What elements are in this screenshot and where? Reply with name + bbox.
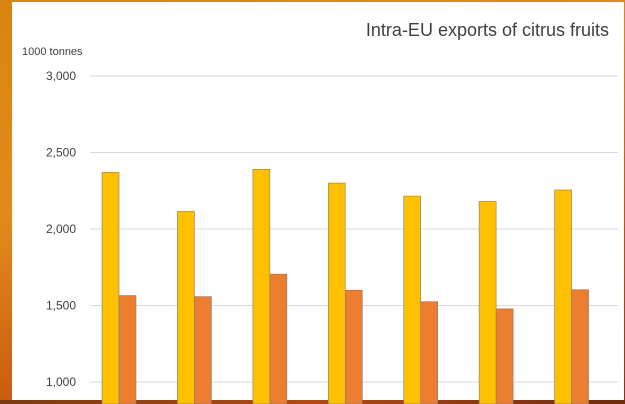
bar-series1 bbox=[177, 211, 194, 404]
y-tick-label: 3,000 bbox=[46, 69, 76, 83]
bar-series2 bbox=[496, 309, 513, 404]
bar-series1 bbox=[479, 201, 496, 404]
bar-series1 bbox=[404, 196, 421, 404]
y-tick-label: 1,000 bbox=[46, 375, 76, 389]
y-tick-label: 2,000 bbox=[46, 222, 76, 236]
bar-series1 bbox=[253, 169, 270, 404]
bar-series1 bbox=[102, 172, 119, 404]
bar-series2 bbox=[345, 290, 362, 404]
bar-series2 bbox=[194, 297, 211, 404]
y-tick-label: 2,500 bbox=[46, 146, 76, 160]
bar-series2 bbox=[421, 302, 438, 404]
bar-series1 bbox=[328, 183, 345, 404]
bar-series2 bbox=[119, 296, 136, 404]
bar-series1 bbox=[555, 190, 572, 404]
bar-series2 bbox=[572, 290, 589, 404]
y-tick-label: 1,500 bbox=[46, 299, 76, 313]
bar-series2 bbox=[270, 274, 287, 404]
